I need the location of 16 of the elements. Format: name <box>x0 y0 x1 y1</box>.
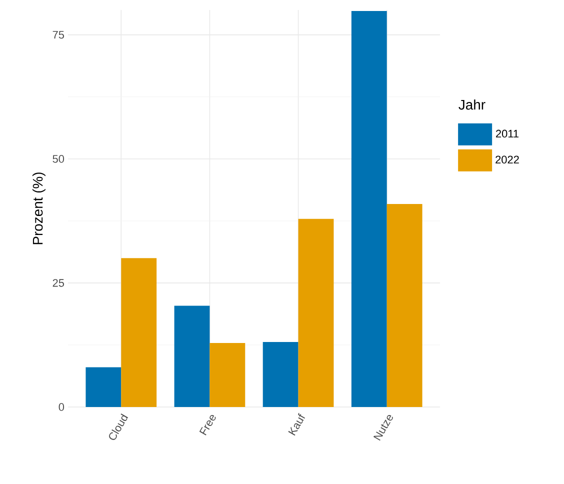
bar <box>298 218 334 407</box>
y-tick-label: 50 <box>52 155 64 163</box>
bar <box>262 342 298 407</box>
bar <box>174 306 210 407</box>
y-axis-title: Prozent (%) <box>32 172 46 244</box>
y-tick-label: 0 <box>58 403 64 411</box>
y-tick-label: 25 <box>52 279 64 287</box>
bar <box>351 10 387 407</box>
bar <box>121 258 157 407</box>
bar <box>210 342 246 407</box>
bar <box>386 204 422 407</box>
bar <box>86 367 122 407</box>
legend-label: 2022 <box>496 156 519 164</box>
legend-title: Jahr <box>458 99 486 110</box>
legend-label: 2011 <box>496 130 518 138</box>
y-tick-label: 75 <box>52 30 64 39</box>
